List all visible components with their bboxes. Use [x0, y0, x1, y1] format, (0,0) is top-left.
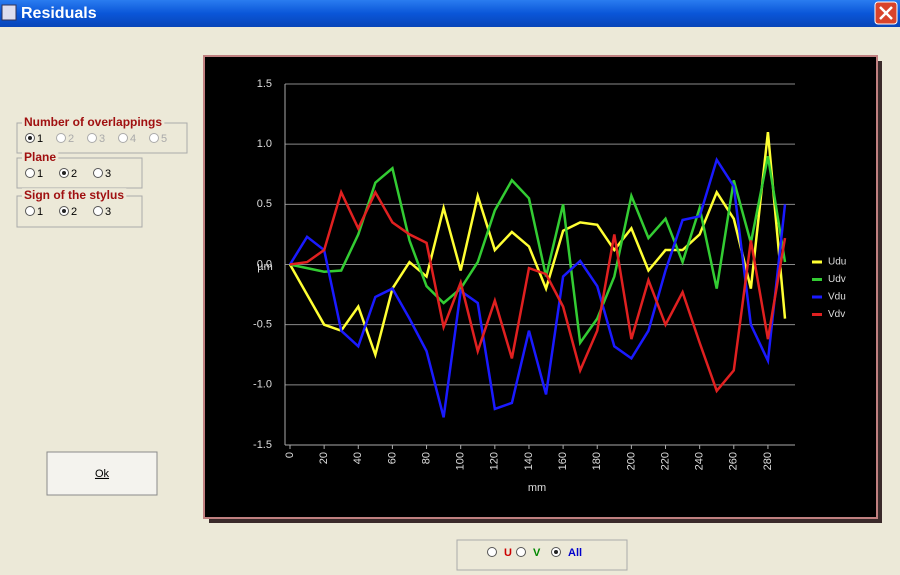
- group-frame: [16, 157, 143, 189]
- radio-button[interactable]: [93, 206, 103, 216]
- group-label-bg: [22, 150, 59, 165]
- x-axis-label: mm: [528, 482, 546, 494]
- radio-button[interactable]: [516, 547, 526, 557]
- radio-label[interactable]: 1: [37, 133, 43, 145]
- x-tick-label: 260: [728, 452, 740, 470]
- legend-label: Vdv: [828, 309, 845, 320]
- radio-button[interactable]: [87, 133, 97, 143]
- group-label-bg: [22, 115, 165, 130]
- group-label-bg: [22, 188, 127, 203]
- view-selector-frame: [456, 539, 628, 571]
- x-tick-label: 40: [352, 452, 364, 464]
- x-tick-label: 180: [591, 452, 603, 470]
- x-tick-label: 20: [318, 452, 330, 464]
- y-tick-label: 1.5: [257, 78, 272, 90]
- radio-label[interactable]: 1: [37, 168, 43, 180]
- radio-button[interactable]: [149, 133, 159, 143]
- ok-button[interactable]: Ok: [46, 451, 158, 496]
- window-icon: [1, 4, 17, 21]
- series-line: [289, 188, 787, 394]
- close-button[interactable]: [874, 1, 898, 25]
- window-title: Residuals: [21, 5, 97, 22]
- group-label: Number of overlappings: [24, 115, 162, 129]
- radio-dot[interactable]: [62, 209, 66, 213]
- radio-label[interactable]: U: [504, 547, 512, 559]
- y-tick-label: 0.0: [257, 258, 272, 270]
- y-axis-label: µm: [257, 261, 273, 273]
- y-tick-label: 0.5: [257, 198, 272, 210]
- radio-label[interactable]: 3: [105, 168, 111, 180]
- x-tick-label: 60: [386, 452, 398, 464]
- chart-panel: [203, 55, 882, 523]
- radio-label[interactable]: 3: [105, 206, 111, 218]
- x-tick-label: 80: [420, 452, 432, 464]
- radio-button[interactable]: [93, 168, 103, 178]
- radio-label[interactable]: V: [533, 547, 541, 559]
- x-tick-label: 240: [694, 452, 706, 470]
- radio-button[interactable]: [118, 133, 128, 143]
- radio-label[interactable]: 1: [37, 206, 43, 218]
- radio-label[interactable]: 2: [71, 206, 77, 218]
- y-tick-label: -1.5: [253, 439, 272, 451]
- x-tick-label: 280: [762, 452, 774, 470]
- x-tick-label: 160: [557, 452, 569, 470]
- title-bar: [0, 0, 900, 27]
- radio-label[interactable]: 5: [161, 133, 167, 145]
- radio-button[interactable]: [56, 133, 66, 143]
- radio-label[interactable]: 3: [99, 133, 105, 145]
- radio-label[interactable]: All: [568, 547, 582, 559]
- radio-button[interactable]: [25, 206, 35, 216]
- legend-label: Udv: [828, 274, 846, 285]
- x-tick-label: 120: [489, 452, 501, 470]
- y-tick-label: -1.0: [253, 379, 272, 391]
- x-tick-label: 200: [625, 452, 637, 470]
- x-tick-label: 140: [523, 452, 535, 470]
- radio-label[interactable]: 4: [130, 133, 136, 145]
- legend-label: Vdu: [828, 292, 846, 303]
- group-label: Plane: [24, 150, 56, 164]
- y-tick-label: 1.0: [257, 138, 272, 150]
- radio-dot[interactable]: [62, 171, 66, 175]
- x-tick-label: 0: [284, 452, 296, 458]
- radio-dot[interactable]: [28, 136, 32, 140]
- radio-dot[interactable]: [554, 550, 558, 554]
- x-tick-label: 220: [659, 452, 671, 470]
- series-line: [289, 155, 787, 347]
- radio-label[interactable]: 2: [68, 133, 74, 145]
- x-tick-label: 100: [455, 452, 467, 470]
- radio-button[interactable]: [25, 168, 35, 178]
- button-label[interactable]: Ok: [95, 468, 110, 480]
- radio-button[interactable]: [487, 547, 497, 557]
- legend-label: Udu: [828, 257, 846, 268]
- y-tick-label: -0.5: [253, 319, 272, 331]
- group-label: Sign of the stylus: [24, 188, 124, 202]
- radio-label[interactable]: 2: [71, 168, 77, 180]
- series-line: [288, 156, 787, 418]
